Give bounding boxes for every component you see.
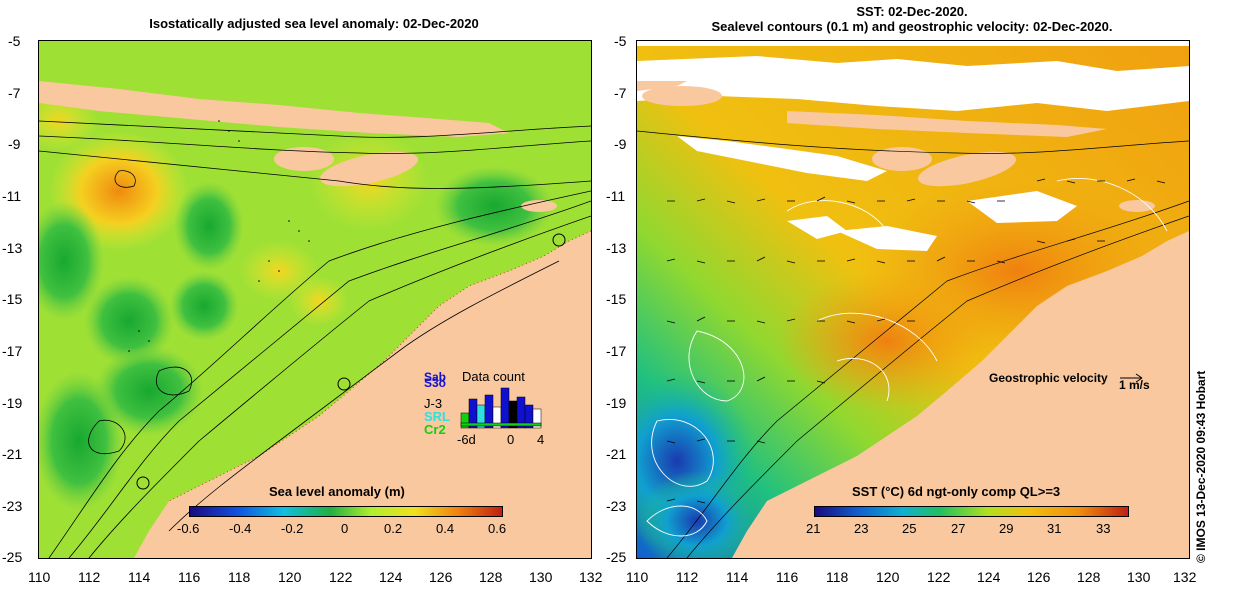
imos-credit: © IMOS 13-Dec-2020 09:43 Hobart: [1194, 370, 1208, 563]
sst-colorbar-tick: 33: [1096, 521, 1111, 536]
data-count-tick-left: -6d: [457, 432, 476, 447]
sla-colorbar-tick: -0.6: [177, 521, 200, 536]
sla-colorbar-tick: 0.2: [384, 521, 403, 536]
right-x-tick: 124: [977, 569, 1001, 585]
sla-colorbar: [189, 506, 503, 517]
right-x-tick: 116: [776, 569, 799, 585]
velocity-key-unit: 1 m/s: [1119, 378, 1150, 392]
sst-colorbar-label: SST (°C) 6d ngt-only comp QL>=3: [852, 484, 1061, 499]
sst-colorbar-tick: 23: [854, 521, 869, 536]
left-y-tick: -19: [2, 395, 23, 411]
left-x-tick: 110: [28, 569, 51, 585]
sst-colorbar-tick: 25: [902, 521, 917, 536]
sla-colorbar-tick: 0.6: [488, 521, 507, 536]
right-x-tick: 130: [1127, 569, 1151, 585]
right-y-tick: -9: [614, 136, 627, 152]
right-x-tick: 120: [876, 569, 900, 585]
right-y-tick: -5: [614, 33, 627, 49]
right-y-tick: -17: [606, 343, 627, 359]
right-y-tick: -11: [606, 188, 626, 204]
velocity-arrows: [666, 178, 1166, 504]
data-count-mission-j3: J-3: [424, 396, 443, 411]
sla-map-canvas: [39, 41, 591, 558]
sst-map: Geostrophic velocity 1 m/s SST (°C) 6d n…: [636, 40, 1190, 559]
right-x-tick: 110: [626, 569, 649, 585]
data-count-histogram: [460, 387, 542, 429]
data-count-mission-cr2: Cr2: [424, 422, 446, 437]
sst-colorbar-tick: 31: [1047, 521, 1062, 536]
left-y-tick: -13: [2, 240, 23, 256]
right-y-tick: -25: [606, 549, 627, 565]
left-y-tick: -17: [2, 343, 23, 359]
right-x-tick: 122: [927, 569, 951, 585]
right-y-tick: -7: [614, 85, 627, 101]
left-y-tick: -11: [2, 188, 22, 204]
left-x-tick: 118: [228, 569, 251, 585]
sla-colorbar-tick: -0.4: [229, 521, 252, 536]
left-x-tick: 126: [429, 569, 453, 585]
left-y-tick: -7: [8, 85, 21, 101]
left-y-tick: -25: [2, 549, 23, 565]
data-count-mission-s3: S3ö: [424, 376, 447, 390]
sst-colorbar-tick: 27: [951, 521, 966, 536]
left-x-tick: 114: [128, 569, 151, 585]
left-x-tick: 116: [178, 569, 201, 585]
right-y-tick: -13: [606, 240, 627, 256]
sst-colorbar-tick: 21: [806, 521, 821, 536]
data-count-mission-srl: SRL: [424, 409, 450, 424]
sla-colorbar-tick: 0: [341, 521, 349, 536]
sla-colorbar-tick: -0.2: [281, 521, 304, 536]
data-count-tick-right: 4: [537, 432, 545, 447]
left-panel-title: Isostatically adjusted sea level anomaly…: [149, 16, 479, 31]
left-x-tick: 122: [329, 569, 353, 585]
right-x-tick: 132: [1173, 569, 1197, 585]
right-panel-title-line1: SST: 02-Dec-2020.: [856, 4, 968, 19]
velocity-key-arrow: [1120, 373, 1143, 382]
right-x-tick: 128: [1077, 569, 1101, 585]
right-panel-title-line2: Sealevel contours (0.1 m) and geostrophi…: [711, 19, 1113, 34]
data-count-mission-sab: Sab: [424, 370, 447, 384]
sla-map: Data count Sab S3ö J-3 SRL Cr2 -6d 0 4 S…: [38, 40, 592, 559]
data-count-title: Data count: [462, 369, 525, 384]
right-y-tick: -15: [606, 291, 627, 307]
sla-colorbar-label: Sea level anomaly (m): [269, 484, 405, 499]
left-y-tick: -15: [2, 291, 23, 307]
sst-colorbar: [814, 506, 1129, 517]
left-y-tick: -21: [2, 446, 23, 462]
right-y-tick: -19: [606, 395, 627, 411]
right-x-tick: 118: [826, 569, 849, 585]
right-x-tick: 114: [726, 569, 749, 585]
left-x-tick: 130: [529, 569, 553, 585]
sla-colorbar-tick: 0.4: [436, 521, 455, 536]
sst-colorbar-tick: 29: [999, 521, 1014, 536]
sst-map-canvas: [637, 41, 1189, 558]
right-y-tick: -23: [606, 498, 627, 514]
left-x-tick: 120: [278, 569, 302, 585]
left-x-tick: 112: [78, 569, 101, 585]
right-x-tick: 126: [1027, 569, 1051, 585]
velocity-key-label: Geostrophic velocity: [989, 371, 1108, 385]
left-x-tick: 132: [579, 569, 603, 585]
data-count-tick-mid: 0: [507, 432, 515, 447]
left-y-tick: -23: [2, 498, 23, 514]
left-x-tick: 124: [379, 569, 403, 585]
right-y-tick: -21: [606, 446, 627, 462]
left-x-tick: 128: [479, 569, 503, 585]
left-y-tick: -9: [8, 136, 21, 152]
left-y-tick: -5: [8, 33, 21, 49]
right-x-tick: 112: [676, 569, 699, 585]
